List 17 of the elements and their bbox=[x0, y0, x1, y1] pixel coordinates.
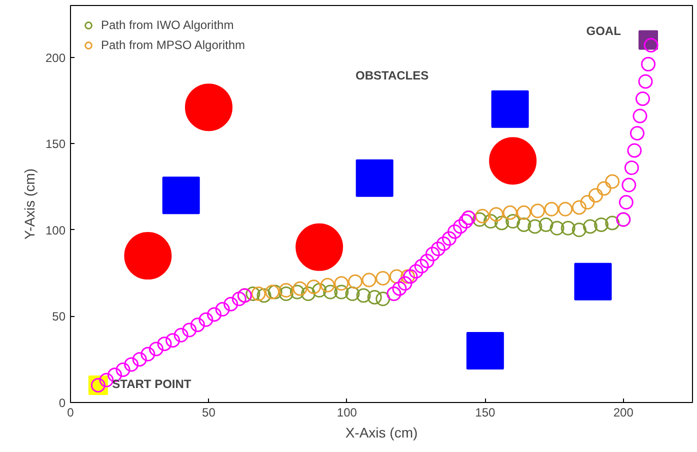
annotation: OBSTACLES bbox=[356, 68, 429, 82]
annotation: GOAL bbox=[586, 24, 621, 38]
y-tick-label: 0 bbox=[58, 396, 66, 410]
x-axis-title: X-Axis (cm) bbox=[345, 424, 418, 440]
x-tick-label: 0 bbox=[67, 406, 74, 420]
x-tick-label: 100 bbox=[336, 406, 358, 420]
x-tick-label: 50 bbox=[202, 406, 216, 420]
y-tick-label: 200 bbox=[45, 50, 66, 65]
x-tick-label: 200 bbox=[613, 406, 634, 420]
y-tick-label: 50 bbox=[52, 310, 66, 324]
annotation: START POINT bbox=[112, 377, 192, 392]
y-axis-title: Y-Axis (cm) bbox=[21, 168, 38, 240]
legend-label: Path from MPSO Algorithm bbox=[101, 38, 246, 52]
y-tick-label: 100 bbox=[45, 223, 66, 238]
x-tick-label: 150 bbox=[475, 406, 496, 420]
legend-label: Path from IWO Algorithm bbox=[101, 18, 234, 32]
y-tick-label: 150 bbox=[45, 137, 66, 152]
